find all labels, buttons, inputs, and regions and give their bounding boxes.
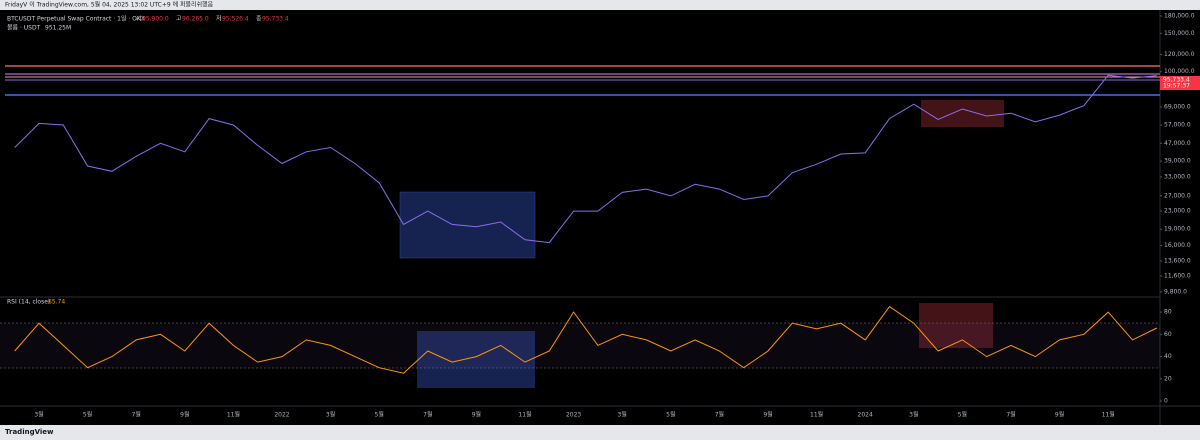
rsi-band (0, 323, 1160, 368)
x-tick-label: 3월 (326, 411, 335, 419)
ohlc-value: 95,733.4 (262, 16, 289, 23)
y-tick-label: 9,800.0 (1164, 289, 1187, 296)
ohlc-legend: 시 95,900.0 고 96,265.0 저 95,526.4 종 95,733.4 (136, 15, 289, 23)
y-tick-label: 23,000.0 (1164, 208, 1191, 215)
brand: TradingView (5, 428, 54, 436)
x-tick-label: 7월 (715, 411, 724, 419)
bottom-bar (0, 425, 1200, 440)
x-tick-label: 2022 (274, 412, 289, 419)
last-price: 95,733.4 (1163, 77, 1190, 84)
x-tick-label: 9월 (472, 411, 481, 419)
y-tick-label: 39,000.0 (1164, 158, 1191, 165)
drawn-box (921, 100, 1004, 127)
y-tick-label: 80 (1164, 309, 1172, 316)
x-tick-label: 11월 (1102, 411, 1115, 419)
y-tick-label: 120,000.0 (1164, 51, 1195, 58)
x-tick-label: 9월 (1055, 411, 1064, 419)
y-tick-label: 47,000.0 (1164, 140, 1191, 147)
x-tick-label: 7월 (1006, 411, 1015, 419)
x-tick-label: 5월 (83, 411, 92, 419)
x-tick-label: 11월 (810, 411, 823, 419)
volume-label: 볼륨 · USDT (7, 25, 41, 32)
x-tick-label: 3월 (34, 411, 43, 419)
x-tick-label: 5월 (666, 411, 675, 419)
drawn-box (919, 303, 993, 348)
y-tick-label: 150,000.0 (1164, 30, 1195, 37)
y-tick-label: 57,000.0 (1164, 122, 1191, 129)
x-tick-label: 9월 (763, 411, 772, 419)
price-line (14, 74, 1157, 244)
volume-value: 951.25M (45, 25, 71, 32)
symbol-title: BTCUSDT Perpetual Swap Contract · 1일 · O… (7, 15, 145, 23)
publish-info: FridayV 이 TradingView.com, 5월 04, 2025 1… (5, 1, 214, 9)
ohlc-label: 저 (216, 15, 222, 23)
x-tick-label: 7월 (132, 411, 141, 419)
y-tick-label: 11,600.0 (1164, 273, 1191, 280)
y-tick-label: 180,000.0 (1164, 13, 1195, 20)
ohlc-label: 고 (176, 16, 182, 23)
x-tick-label: 9월 (180, 411, 189, 419)
rsi-line (14, 305, 1158, 374)
ohlc-value: 96,265.0 (182, 16, 209, 23)
x-tick-label: 5월 (375, 411, 384, 419)
y-tick-label: 19,000.0 (1164, 226, 1191, 233)
y-tick-label: 27,000.0 (1164, 192, 1191, 199)
rsi-title: RSI (14, close) (7, 299, 50, 306)
y-tick-label: 69,000.0 (1164, 103, 1191, 110)
x-tick-label: 3월 (618, 411, 627, 419)
y-tick-label: 20 (1164, 375, 1172, 382)
x-tick-label: 11월 (227, 411, 240, 419)
x-tick-label: 11월 (518, 411, 531, 419)
x-tick-label: 3월 (909, 411, 918, 419)
y-tick-label: 13,600.0 (1164, 257, 1191, 264)
chart-background (0, 10, 1200, 425)
top-bar (0, 0, 1200, 10)
price-tag (1160, 76, 1200, 90)
y-tick-label: 100,000.0 (1164, 68, 1195, 75)
x-tick-label: 5월 (958, 411, 967, 419)
ohlc-label: 시 (136, 16, 142, 23)
y-tick-label: 16,000.0 (1164, 242, 1191, 249)
rsi-current: 65.74 (48, 299, 65, 306)
y-tick-label: 40 (1164, 353, 1172, 360)
ohlc-label: 종 (256, 16, 262, 23)
ohlc-value: 95,526.4 (222, 16, 249, 23)
y-tick-label: 0 (1164, 398, 1168, 405)
countdown: 19:57:37 (1163, 83, 1190, 90)
x-tick-label: 2023 (566, 412, 581, 419)
y-tick-label: 60 (1164, 331, 1172, 338)
drawn-box (417, 331, 535, 388)
x-tick-label: 7월 (423, 411, 432, 419)
ohlc-value: 95,900.0 (142, 16, 169, 23)
y-tick-label: 33,000.0 (1164, 173, 1191, 180)
drawn-box (399, 191, 536, 259)
x-tick-label: 2024 (858, 412, 873, 419)
